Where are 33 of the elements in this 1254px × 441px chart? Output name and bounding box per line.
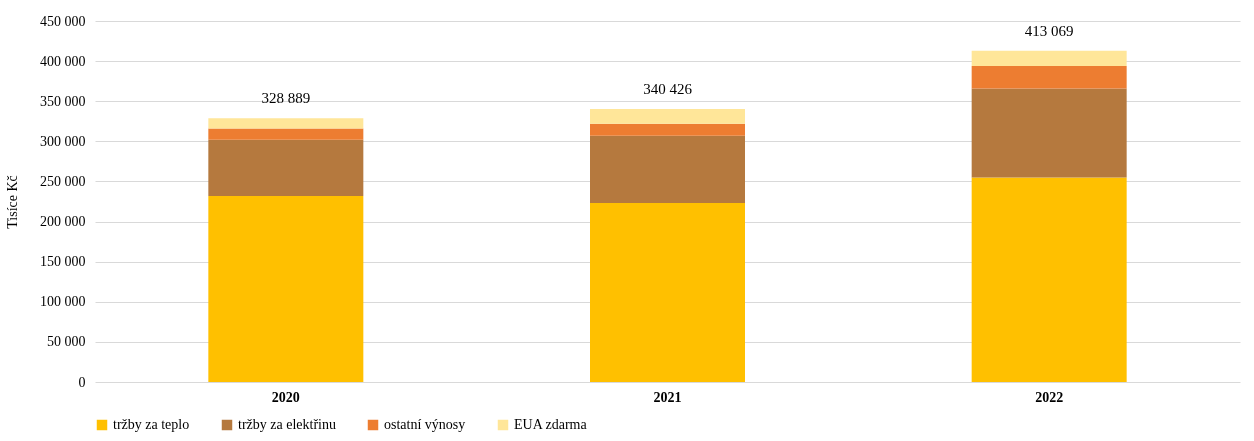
y-tick-label: 200 000 xyxy=(40,214,86,230)
bar xyxy=(590,123,745,136)
bar xyxy=(971,88,1127,178)
bar xyxy=(971,177,1127,382)
bar xyxy=(590,203,745,382)
x-tick-label: 2021 xyxy=(653,389,682,405)
bar xyxy=(208,195,364,382)
bar xyxy=(590,135,745,204)
y-tick-label: 150 000 xyxy=(40,254,86,270)
bar xyxy=(208,128,364,140)
legend-label: EUA zdarma xyxy=(514,417,588,432)
legend-label: tržby za elektřinu xyxy=(238,417,336,432)
legend-label: tržby za teplo xyxy=(113,417,190,432)
bar xyxy=(590,108,745,124)
x-tick-label: 2022 xyxy=(1035,389,1064,405)
total-label: 413 069 xyxy=(1024,22,1074,39)
y-tick-label: 0 xyxy=(78,374,86,390)
y-tick-label: 450 000 xyxy=(40,13,86,29)
y-axis-title: Tisíce Kč xyxy=(5,175,20,229)
y-tick-label: 250 000 xyxy=(40,173,86,189)
y-tick-label: 100 000 xyxy=(40,294,86,310)
x-tick-label: 2020 xyxy=(271,389,300,405)
bar xyxy=(208,139,364,196)
bar xyxy=(971,50,1127,66)
legend-label: ostatní výnosy xyxy=(384,417,466,432)
total-label: 328 889 xyxy=(261,90,311,107)
y-tick-label: 350 000 xyxy=(40,93,86,109)
y-tick-label: 400 000 xyxy=(40,53,86,69)
bar xyxy=(971,65,1127,89)
bar xyxy=(208,118,364,129)
y-tick-label: 300 000 xyxy=(40,133,86,149)
total-label: 340 426 xyxy=(643,80,693,97)
y-tick-label: 50 000 xyxy=(47,334,86,350)
